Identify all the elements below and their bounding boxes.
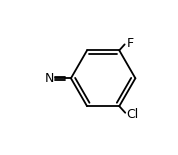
Text: F: F (126, 37, 134, 50)
Text: Cl: Cl (126, 108, 139, 121)
Text: N: N (44, 72, 54, 85)
